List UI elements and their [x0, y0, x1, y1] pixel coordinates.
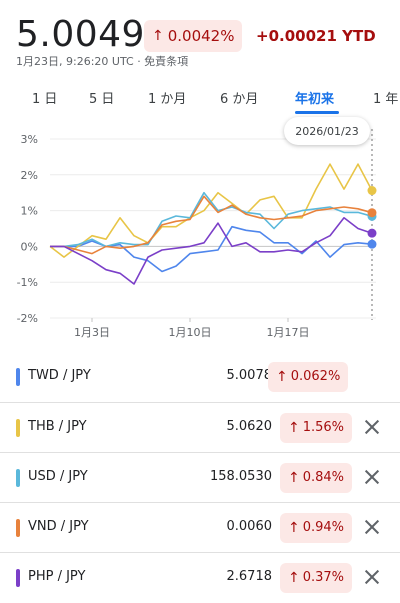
remove-close-icon[interactable]: [362, 567, 382, 587]
series-line-usd: [50, 191, 373, 248]
y-tick-label: 1%: [21, 205, 38, 218]
x-tick-label: 1月17日: [267, 326, 310, 339]
quote-header: 5.0049 ↑ 0.0042% +0.00021 YTD: [16, 8, 400, 55]
series-end-point-twd: [367, 239, 377, 249]
pair-value: 2.6718: [226, 569, 273, 584]
pct-badge: ↑ 0.94%: [280, 513, 353, 543]
pct-value: 0.94%: [302, 520, 345, 535]
series-swatch: [16, 419, 20, 437]
y-tick-label: 3%: [21, 133, 38, 146]
remove-close-icon[interactable]: [362, 517, 382, 537]
pct-value: 0.37%: [302, 570, 345, 585]
pair-value: 5.0620: [226, 419, 273, 434]
tab-ytd[interactable]: 年初来: [295, 92, 335, 107]
pct-value: 1.56%: [302, 420, 345, 435]
arrow-up-icon: ↑: [152, 28, 164, 44]
pct-badge: ↑ 0.062%: [268, 362, 349, 392]
active-tab-underline: [295, 111, 339, 114]
pair-label: THB / JPY: [28, 419, 87, 434]
pair-value: 0.0060: [226, 519, 273, 534]
y-tick-label: 2%: [21, 169, 38, 182]
ytd-change: +0.00021 YTD: [256, 27, 376, 45]
range-tabs: 1 日 5 日 1 か月 6 か月 年初来 1 年: [0, 88, 400, 114]
series-swatch: [16, 368, 20, 386]
tab-1m[interactable]: 1 か月: [148, 92, 187, 107]
pair-label: USD / JPY: [28, 469, 88, 484]
series-swatch: [16, 569, 20, 587]
pct-badge: ↑ 1.56%: [280, 413, 353, 443]
current-price: 5.0049: [16, 14, 145, 55]
chart-svg: 3% 2% 1% 0% -1% -2% 1月3日 1月10日 1月17日: [17, 129, 377, 339]
list-item[interactable]: PHP / JPY 2.6718 ↑ 0.37%: [0, 552, 400, 602]
comparison-chart[interactable]: 3% 2% 1% 0% -1% -2% 1月3日 1月10日 1月17日: [0, 115, 400, 350]
arrow-up-icon: ↑: [288, 420, 300, 436]
series-end-point-php: [367, 228, 377, 238]
pct-badge: ↑ 0.84%: [280, 463, 353, 493]
series-line-vnd: [50, 195, 373, 255]
arrow-up-icon: ↑: [288, 520, 300, 536]
timestamp-disclaimer[interactable]: 1月23日, 9:26:20 UTC · 免責条項: [16, 55, 189, 68]
list-item[interactable]: VND / JPY 0.0060 ↑ 0.94%: [0, 502, 400, 552]
pct-value: 0.84%: [302, 470, 345, 485]
series-swatch: [16, 519, 20, 537]
arrow-up-icon: ↑: [276, 369, 288, 385]
pair-label: PHP / JPY: [28, 569, 86, 584]
pair-label: VND / JPY: [28, 519, 89, 534]
y-tick-label: 0%: [21, 240, 38, 253]
pair-value: 158.0530: [209, 469, 272, 484]
list-item[interactable]: USD / JPY 158.0530 ↑ 0.84%: [0, 452, 400, 502]
series-end-point-vnd: [367, 208, 377, 218]
series-end-point-thb: [367, 186, 377, 196]
series-swatch: [16, 469, 20, 487]
arrow-up-icon: ↑: [288, 470, 300, 486]
x-tick-label: 1月3日: [74, 326, 110, 339]
tab-6m[interactable]: 6 か月: [220, 92, 259, 107]
list-item[interactable]: TWD / JPY 5.0078 ↑ 0.062%: [0, 352, 400, 402]
pct-badge: ↑ 0.37%: [280, 563, 353, 593]
tab-1y[interactable]: 1 年: [373, 92, 399, 107]
y-tick-label: -2%: [17, 312, 38, 325]
change-badge: ↑ 0.0042%: [144, 20, 243, 52]
tab-5d[interactable]: 5 日: [89, 92, 115, 107]
pair-value: 5.0078: [226, 368, 273, 383]
arrow-up-icon: ↑: [288, 570, 300, 586]
list-item[interactable]: THB / JPY 5.0620 ↑ 1.56%: [0, 402, 400, 452]
pair-label: TWD / JPY: [28, 368, 91, 383]
series-line-php: [50, 217, 373, 285]
pct-value: 0.062%: [290, 369, 341, 384]
remove-close-icon[interactable]: [362, 467, 382, 487]
remove-close-icon[interactable]: [362, 417, 382, 437]
tab-1d[interactable]: 1 日: [32, 92, 58, 107]
y-tick-label: -1%: [17, 276, 38, 289]
x-tick-label: 1月10日: [169, 326, 212, 339]
change-value: 0.0042%: [167, 27, 235, 45]
date-tooltip: 2026/01/23: [284, 117, 370, 145]
